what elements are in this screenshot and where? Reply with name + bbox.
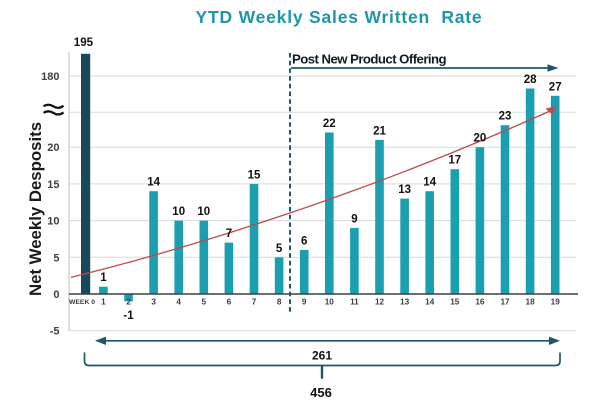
svg-text:15: 15 [47,179,59,191]
svg-text:14: 14 [425,298,435,307]
svg-text:WEEK 0: WEEK 0 [69,299,95,306]
svg-text:195: 195 [74,37,94,49]
svg-text:-1: -1 [123,310,134,322]
svg-text:10: 10 [197,206,210,218]
svg-text:18: 18 [526,298,536,307]
svg-text:-5: -5 [50,326,60,338]
svg-text:21: 21 [373,125,386,137]
svg-text:15: 15 [450,298,460,307]
svg-text:9: 9 [302,298,307,307]
svg-text:5: 5 [202,298,207,307]
svg-text:6: 6 [227,298,232,307]
svg-text:10: 10 [172,206,185,218]
svg-text:20: 20 [47,142,59,154]
svg-text:14: 14 [147,177,160,189]
svg-text:9: 9 [351,213,357,225]
svg-text:17: 17 [448,155,461,167]
svg-text:0: 0 [53,289,59,301]
svg-text:8: 8 [277,298,282,307]
svg-text:1: 1 [101,298,106,307]
svg-text:2: 2 [126,298,131,307]
svg-text:1: 1 [100,272,107,284]
svg-text:456: 456 [310,385,332,400]
svg-text:12: 12 [375,298,385,307]
svg-text:10: 10 [47,216,59,228]
svg-text:YTD Weekly Sales Written Rate: YTD Weekly Sales Written Rate [196,7,483,27]
svg-text:22: 22 [323,118,336,130]
svg-text:7: 7 [226,228,232,240]
svg-text:27: 27 [549,81,562,93]
svg-text:19: 19 [551,298,561,307]
svg-text:13: 13 [400,298,410,307]
svg-text:14: 14 [423,177,436,189]
svg-text:Post New Product Offering: Post New Product Offering [292,52,447,67]
svg-text:28: 28 [524,74,537,86]
svg-text:5: 5 [276,243,283,255]
svg-text:13: 13 [398,184,411,196]
svg-text:23: 23 [499,111,512,123]
svg-text:16: 16 [475,298,485,307]
svg-text:261: 261 [312,349,332,363]
svg-text:Net Weekly Desposits: Net Weekly Desposits [26,122,45,296]
svg-text:6: 6 [301,235,307,247]
svg-text:20: 20 [474,133,487,145]
svg-text:4: 4 [176,298,181,307]
svg-text:5: 5 [53,252,59,264]
svg-text:15: 15 [248,169,261,181]
svg-text:3: 3 [151,298,156,307]
svg-text:17: 17 [500,298,510,307]
svg-text:11: 11 [350,298,359,307]
svg-text:7: 7 [252,298,257,307]
svg-text:180: 180 [41,71,59,83]
svg-text:10: 10 [325,298,335,307]
